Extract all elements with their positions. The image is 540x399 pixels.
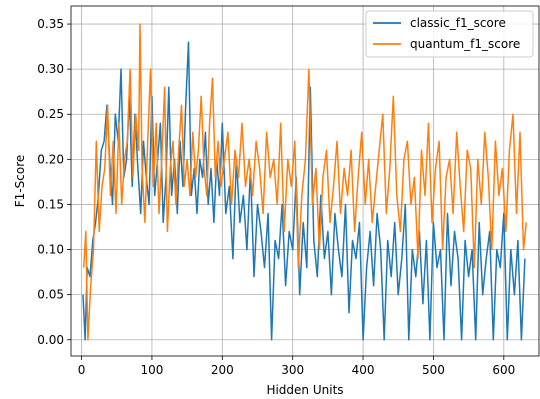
- y-tick-label: 0.35: [37, 17, 64, 31]
- axis-ticks: 0 100 200 300 400 500 600 0.00 0.05 0.10 0.15 0.20 0…: [37, 17, 515, 377]
- legend-label-classic: classic_f1_score: [410, 16, 506, 30]
- x-axis-label: Hidden Units: [266, 383, 343, 397]
- x-tick-label: 500: [422, 363, 445, 377]
- plot-frame: [70, 5, 540, 357]
- x-tick-label: 400: [352, 363, 375, 377]
- y-tick-label: 0.05: [37, 288, 64, 302]
- y-tick-label: 0.30: [37, 62, 64, 76]
- y-axis-label: F1-Score: [13, 155, 27, 207]
- y-tick-label: 0.00: [37, 333, 64, 347]
- x-tick-label: 0: [78, 363, 86, 377]
- x-tick-label: 600: [492, 363, 515, 377]
- y-tick-label: 0.15: [37, 197, 64, 211]
- legend-label-quantum: quantum_f1_score: [410, 37, 520, 51]
- y-tick-label: 0.10: [37, 243, 64, 257]
- series-layer: [82, 23, 528, 341]
- y-tick-label: 0.25: [37, 107, 64, 121]
- x-tick-label: 100: [140, 363, 163, 377]
- y-tick-label: 0.20: [37, 152, 64, 166]
- quantum-f1-score-line: [82, 23, 528, 341]
- x-tick-label: 300: [281, 363, 304, 377]
- legend: classic_f1_score quantum_f1_score: [365, 10, 534, 58]
- legend-box: [365, 10, 534, 58]
- x-tick-label: 200: [211, 363, 234, 377]
- classic-f1-score-line: [82, 41, 526, 341]
